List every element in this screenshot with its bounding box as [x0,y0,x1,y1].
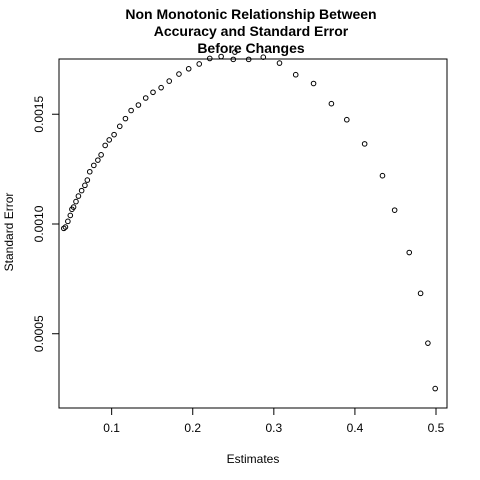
chart-title-line-3: Before Changes [197,40,305,56]
data-point [232,49,238,55]
data-point [245,56,252,63]
data-point [73,198,79,205]
data-point [344,116,350,123]
data-points [61,49,438,392]
data-point [185,66,192,72]
data-point [86,168,93,175]
data-point [166,78,173,84]
data-point [176,71,182,77]
data-point [206,55,213,62]
x-tick-label: 0.2 [184,421,201,435]
data-point [116,123,123,130]
data-point [142,95,149,101]
data-point [98,152,104,158]
y-axis-label: Standard Error [2,193,16,272]
x-tick-label: 0.5 [428,421,445,435]
data-point [361,141,368,147]
plot-frame [58,58,448,409]
data-point [122,115,129,122]
data-point [128,107,134,114]
data-point [106,137,113,143]
data-point [70,204,77,210]
data-point [218,53,224,60]
data-point [95,157,101,163]
x-tick-label: 0.3 [265,421,282,435]
y-tick-label: 0.0010 [32,205,46,242]
data-point [406,249,413,256]
data-point [425,340,431,346]
data-point [135,102,142,108]
y-axis: 0.0005 0.0010 0.0015 [32,96,59,352]
data-point [260,54,267,60]
data-point [158,84,164,91]
chart-title: Non Monotonic Relationship Between Accur… [125,6,376,56]
data-point [196,61,203,67]
data-point [111,131,117,138]
x-tick-label: 0.1 [103,421,120,435]
data-point [82,182,88,189]
chart-title-line-1: Non Monotonic Relationship Between [125,6,376,22]
x-axis: 0.1 0.2 0.3 0.4 0.5 [103,408,445,435]
data-point [67,212,74,219]
data-point [276,60,283,66]
data-point [230,56,237,63]
x-tick-label: 0.4 [347,421,364,435]
data-point [78,187,85,194]
data-point [292,71,299,78]
data-point [379,172,386,179]
data-point [75,193,82,199]
y-tick-label: 0.0005 [32,315,46,352]
data-point [84,177,91,183]
y-tick-label: 0.0015 [32,96,46,133]
data-point [328,100,335,107]
data-point [91,162,97,169]
chart-title-line-2: Accuracy and Standard Error [154,23,349,39]
data-point [391,207,398,213]
data-point [150,89,156,96]
data-point [417,290,424,297]
x-axis-label: Estimates [227,452,280,466]
data-point [432,385,438,392]
data-point [62,224,69,230]
data-point [65,218,71,225]
data-point [310,80,317,87]
data-point [102,142,108,149]
